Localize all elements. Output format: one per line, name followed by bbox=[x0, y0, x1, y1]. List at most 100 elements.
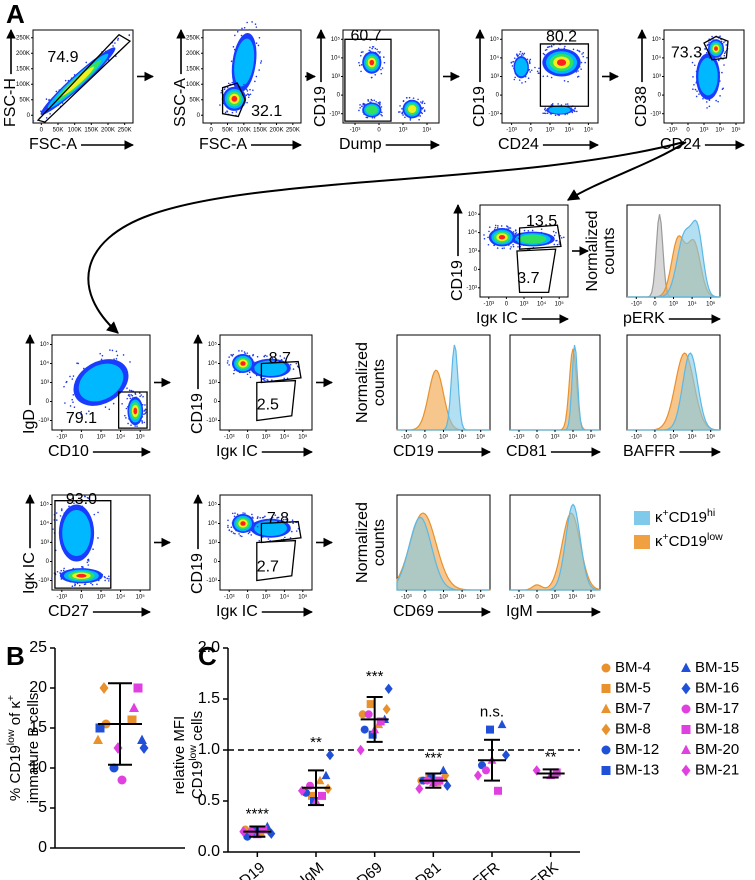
x-tick-label: -10³ bbox=[401, 435, 412, 441]
event-dot bbox=[227, 526, 229, 529]
y-tick-label: 10³ bbox=[468, 249, 477, 255]
event-dot bbox=[581, 53, 583, 55]
event-dot bbox=[285, 518, 287, 521]
event-dot bbox=[704, 48, 707, 50]
gate bbox=[260, 360, 302, 384]
event-dot bbox=[717, 100, 719, 103]
y-tick-label: -10³ bbox=[466, 285, 477, 291]
event-dot bbox=[244, 512, 246, 515]
event-dot bbox=[220, 91, 223, 94]
event-dot bbox=[551, 103, 554, 105]
event-dot bbox=[694, 54, 697, 56]
x-tick-label: 10³ bbox=[439, 595, 448, 601]
x-tick-label: 0 bbox=[653, 435, 657, 441]
event-dot bbox=[255, 75, 258, 78]
event-dot bbox=[547, 46, 550, 48]
event-dot bbox=[274, 514, 277, 516]
y-tick-label: 25 bbox=[29, 639, 47, 656]
x-tick-label: CD81 bbox=[404, 859, 444, 880]
event-dot bbox=[718, 59, 720, 61]
event-dot bbox=[560, 237, 563, 239]
event-dot bbox=[140, 394, 143, 396]
y-axis-label: Normalized bbox=[354, 342, 371, 423]
event-dot bbox=[401, 111, 404, 114]
density-contour bbox=[76, 573, 87, 578]
event-dot bbox=[702, 97, 704, 100]
event-dot bbox=[283, 518, 285, 521]
x-axis-label: IgM bbox=[506, 603, 533, 620]
data-point bbox=[376, 717, 385, 726]
event-dot bbox=[223, 88, 226, 91]
density-contour bbox=[369, 59, 375, 66]
density-plot: 60.7 -10³ 0 10³ 10⁴ -10³ 0 10³ 10⁴ 10⁵ Dump CD19 bbox=[312, 28, 440, 153]
gate-percent: 13.5 bbox=[526, 213, 557, 230]
event-dot bbox=[370, 76, 373, 79]
event-dot bbox=[550, 44, 553, 47]
event-dot bbox=[224, 111, 227, 114]
histogram-curve bbox=[510, 344, 600, 431]
panel-label: A bbox=[6, 0, 25, 29]
event-dot bbox=[531, 229, 534, 232]
y-tick-label: 0 bbox=[46, 399, 50, 405]
event-dot bbox=[252, 371, 255, 374]
event-dot bbox=[692, 88, 694, 91]
event-dot bbox=[230, 60, 233, 63]
event-dot bbox=[358, 109, 360, 112]
event-dot bbox=[134, 425, 136, 427]
gate bbox=[539, 43, 590, 107]
event-dot bbox=[69, 405, 72, 407]
event-dot bbox=[360, 70, 362, 73]
event-dot bbox=[82, 367, 85, 370]
x-tick-label: 0 bbox=[653, 302, 657, 308]
y-tick-label: 10⁵ bbox=[490, 36, 500, 43]
event-dot bbox=[548, 45, 551, 48]
density-contour bbox=[498, 234, 506, 240]
gate-percent: 80.2 bbox=[546, 29, 577, 46]
data-point bbox=[366, 700, 375, 709]
density-plot: 13.5 3.7 -10³ 0 10³ 10⁴ 10⁵ -10³ 0 10³ 10⁴ 10⁵ Igκ I… bbox=[449, 204, 569, 327]
data-point bbox=[139, 742, 149, 754]
density-contour bbox=[234, 38, 255, 87]
event-dot bbox=[402, 100, 405, 103]
data-point bbox=[326, 749, 334, 761]
event-dot bbox=[566, 103, 569, 105]
x-tick-label: 0 bbox=[423, 595, 427, 601]
flow-arrow bbox=[87, 141, 685, 334]
x-tick-label: 10⁵ bbox=[136, 434, 146, 441]
event-dot bbox=[131, 394, 134, 397]
event-dot bbox=[512, 60, 515, 63]
event-dot bbox=[420, 101, 422, 103]
event-dot bbox=[422, 100, 424, 103]
event-dot bbox=[515, 232, 518, 234]
y-tick-label: 5 bbox=[38, 799, 47, 816]
event-dot bbox=[252, 89, 254, 92]
x-tick-label: 200K bbox=[101, 128, 115, 134]
density-plot: 79.1 -10³ 0 10³ 10⁴ 10⁵ -10³ 0 10³ 10⁴ 10⁵ CD10 IgD bbox=[21, 334, 151, 460]
data-point bbox=[129, 702, 139, 713]
legend-label-sup: + bbox=[663, 531, 669, 543]
event-dot bbox=[244, 352, 246, 355]
event-dot bbox=[231, 512, 234, 515]
gate-percent: 79.1 bbox=[66, 410, 97, 427]
data-point bbox=[95, 723, 105, 733]
event-dot bbox=[555, 239, 557, 242]
event-dot bbox=[227, 360, 229, 362]
data-point bbox=[474, 770, 482, 781]
event-dot bbox=[706, 51, 708, 54]
event-dot bbox=[572, 48, 575, 51]
event-dot bbox=[262, 378, 265, 380]
gate-percent: 7.8 bbox=[267, 510, 289, 527]
density-contour bbox=[556, 59, 567, 66]
data-point bbox=[133, 683, 143, 693]
event-dot bbox=[381, 67, 384, 69]
significance-label: n.s. bbox=[480, 703, 504, 720]
gate bbox=[36, 33, 132, 123]
y-tick-label: 150K bbox=[16, 66, 30, 72]
event-dot bbox=[513, 57, 516, 59]
event-dot bbox=[234, 34, 236, 37]
histogram-curve bbox=[396, 516, 490, 591]
event-dot bbox=[487, 236, 489, 239]
y-tick-label: -10³ bbox=[38, 578, 49, 584]
legend-label: BM-4 bbox=[615, 659, 651, 676]
